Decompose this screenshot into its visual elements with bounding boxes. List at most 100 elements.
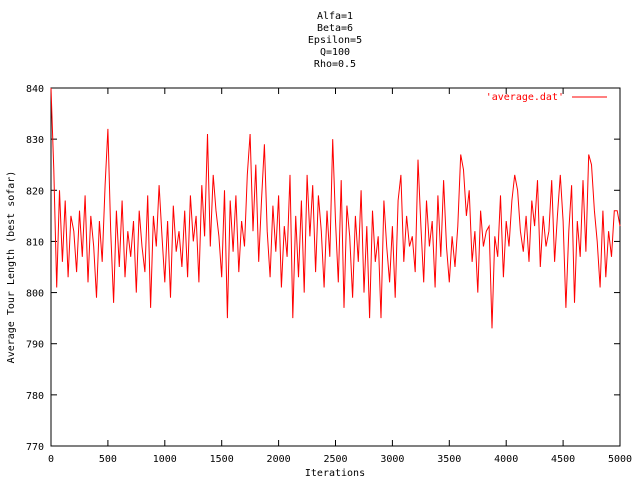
data-point — [278, 195, 279, 196]
data-point — [571, 185, 572, 186]
data-point — [284, 226, 285, 227]
y-tick-label: 820 — [26, 186, 44, 197]
data-point — [230, 200, 231, 201]
data-point — [270, 277, 271, 278]
data-point — [426, 200, 427, 201]
data-point — [181, 267, 182, 268]
data-point — [526, 215, 527, 216]
data-point — [446, 246, 447, 247]
data-point — [597, 241, 598, 242]
data-point — [312, 185, 313, 186]
data-point — [494, 236, 495, 237]
data-point — [167, 221, 168, 222]
data-point — [142, 246, 143, 247]
data-point — [136, 292, 137, 293]
data-point — [102, 261, 103, 262]
data-point — [398, 200, 399, 201]
data-point — [437, 195, 438, 196]
data-point — [51, 88, 52, 89]
data-point — [235, 195, 236, 196]
plot-frame — [50, 87, 621, 447]
data-point — [329, 256, 330, 257]
data-point — [176, 251, 177, 252]
data-point — [170, 297, 171, 298]
data-point — [224, 190, 225, 191]
data-point — [153, 215, 154, 216]
data-point — [264, 144, 265, 145]
data-point — [392, 226, 393, 227]
data-point — [62, 261, 63, 262]
x-tick-label: 500 — [99, 454, 117, 465]
data-point — [321, 231, 322, 232]
data-point — [420, 226, 421, 227]
data-point — [617, 210, 618, 211]
data-point — [372, 210, 373, 211]
data-point — [255, 164, 256, 165]
data-point — [198, 282, 199, 283]
data-point — [173, 205, 174, 206]
data-point — [486, 231, 487, 232]
title-line: Epsilon=5 — [308, 35, 362, 46]
data-point — [452, 236, 453, 237]
data-point — [93, 246, 94, 247]
x-tick-label: 4500 — [551, 454, 575, 465]
data-point — [79, 210, 80, 211]
data-point — [68, 277, 69, 278]
data-point — [82, 256, 83, 257]
data-point — [511, 200, 512, 201]
data-point — [70, 215, 71, 216]
data-point — [409, 246, 410, 247]
data-point — [216, 210, 217, 211]
data-point — [432, 221, 433, 222]
y-tick-label: 800 — [26, 289, 44, 300]
data-point — [295, 215, 296, 216]
data-point — [477, 292, 478, 293]
data-point — [406, 215, 407, 216]
data-point — [227, 318, 228, 319]
data-point — [150, 307, 151, 308]
data-point — [503, 277, 504, 278]
data-point — [130, 256, 131, 257]
data-point — [506, 221, 507, 222]
data-point — [551, 180, 552, 181]
data-point — [352, 297, 353, 298]
data-point — [307, 174, 308, 175]
data-point — [395, 297, 396, 298]
data-point — [537, 180, 538, 181]
data-point — [201, 185, 202, 186]
data-point — [577, 221, 578, 222]
data-point — [489, 226, 490, 227]
data-point — [520, 231, 521, 232]
data-point — [492, 328, 493, 329]
data-point — [580, 256, 581, 257]
title-line: Rho=0.5 — [314, 59, 356, 70]
data-point — [517, 190, 518, 191]
y-tick-label: 840 — [26, 84, 44, 95]
data-point — [261, 200, 262, 201]
series-line — [50, 87, 621, 329]
y-axis-label: Average Tour Length (best sofar) — [6, 171, 17, 364]
data-point — [591, 164, 592, 165]
title-line: Beta=6 — [317, 23, 353, 34]
data-point — [514, 174, 515, 175]
data-point — [193, 241, 194, 242]
data-point — [440, 256, 441, 257]
data-point — [253, 231, 254, 232]
data-point — [366, 226, 367, 227]
y-tick-label: 790 — [26, 340, 44, 351]
data-point — [258, 261, 259, 262]
data-point — [221, 277, 222, 278]
data-point — [187, 277, 188, 278]
data-point — [204, 236, 205, 237]
y-tick-label: 780 — [26, 391, 44, 402]
y-tick-label: 770 — [26, 442, 44, 453]
data-point — [318, 195, 319, 196]
data-point — [116, 210, 117, 211]
data-point — [469, 190, 470, 191]
data-point — [53, 169, 54, 170]
data-point — [88, 282, 89, 283]
x-tick-label: 0 — [48, 454, 54, 465]
data-point — [400, 174, 401, 175]
data-point — [73, 231, 74, 232]
